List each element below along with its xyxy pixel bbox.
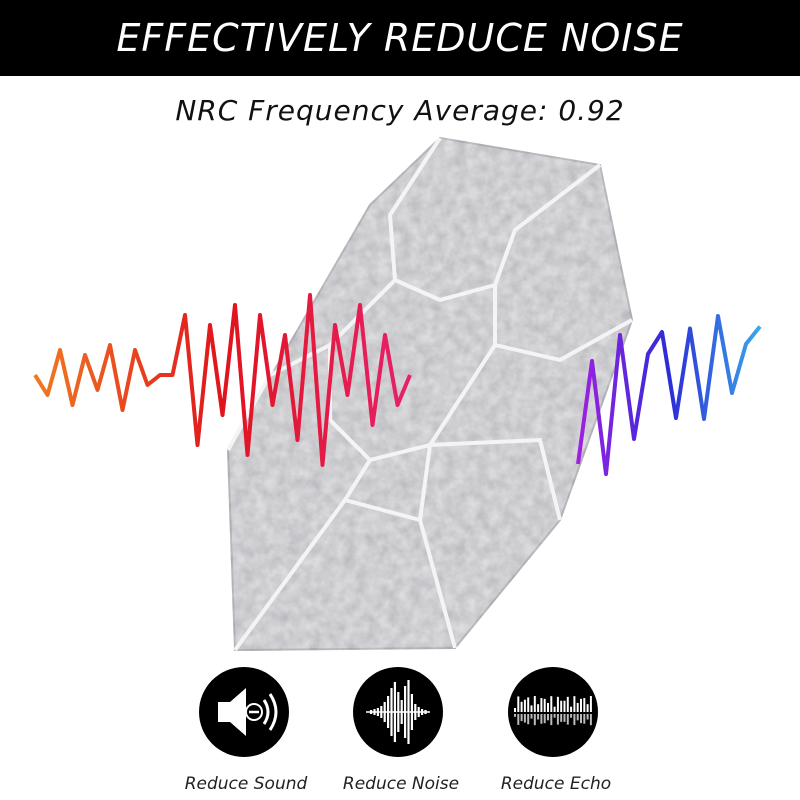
echo-bar [527, 697, 530, 712]
echo-bar [547, 702, 549, 712]
echo-bar-reflection [517, 714, 520, 725]
icon-circle [508, 667, 598, 757]
echo-bar [550, 696, 553, 712]
echo-bar [540, 698, 543, 712]
sound-wave-incoming [33, 293, 412, 467]
echo-bar-reflection [537, 714, 540, 720]
echo-bar [520, 701, 523, 712]
acoustic-panel [226, 136, 634, 652]
echo-bar-reflection [514, 714, 516, 717]
echo-bar-reflection [556, 714, 559, 725]
echo-bar-reflection [530, 714, 533, 719]
echo-bar-reflection [576, 714, 579, 721]
icon-reduce-echo [508, 667, 598, 757]
echo-bar-reflection [573, 714, 576, 726]
echo-bar-reflection [566, 714, 569, 725]
icon-reduce-noise [353, 667, 443, 757]
echo-bar-reflection [560, 714, 563, 722]
echo-bar [563, 700, 566, 712]
echo-bar [570, 706, 573, 712]
echo-bar-reflection [523, 714, 526, 723]
echo-bar [576, 702, 579, 712]
echo-bar [589, 696, 592, 712]
echo-bar [560, 700, 563, 712]
feature-label: Reduce Echo [500, 774, 612, 794]
groove [494, 318, 633, 363]
echo-bar-reflection [583, 714, 586, 724]
echo-bar-reflection [540, 714, 543, 724]
echo-bar [583, 698, 586, 712]
speaker [218, 688, 246, 736]
echo-bar [580, 698, 582, 712]
echo-bar [533, 696, 536, 712]
echo-bar-reflection [580, 714, 582, 724]
icon-reduce-sound [199, 667, 289, 757]
echo-bar [543, 698, 546, 712]
echo-bar-reflection [553, 714, 556, 718]
echo-bar [514, 708, 516, 712]
groove [233, 498, 347, 652]
echo-bar [523, 699, 526, 712]
echo-bar [530, 705, 533, 712]
echo-bar [573, 696, 576, 712]
header-bar [0, 0, 800, 76]
subtitle: NRC Frequency Average: 0.92 [175, 94, 625, 127]
echo-bar [556, 696, 559, 712]
echo-bar [517, 696, 520, 712]
echo-bar-reflection [547, 714, 549, 721]
echo-bar-reflection [527, 714, 530, 725]
sound-arcs [262, 693, 278, 731]
echo-bar-reflection [520, 714, 523, 722]
echo-bar-reflection [570, 714, 573, 718]
echo-bar [537, 704, 540, 712]
echo-bar-reflection [563, 714, 566, 722]
feature-label: Reduce Noise [342, 774, 460, 794]
echo-bar-reflection [586, 714, 589, 720]
groove [429, 437, 562, 521]
panel-body [226, 136, 634, 652]
echo-bar-reflection [543, 714, 546, 724]
echo-bar [553, 706, 556, 712]
groove [341, 444, 432, 523]
groove [387, 136, 602, 303]
groove [418, 519, 457, 649]
echo-bar-reflection [550, 714, 553, 726]
echo-bar [566, 696, 569, 712]
header-title: EFFECTIVELY REDUCE NOISE [116, 16, 684, 60]
echo-bar [586, 704, 589, 712]
echo-bar-reflection [589, 714, 592, 726]
echo-bar-reflection [533, 714, 536, 726]
feature-label: Reduce Sound [184, 774, 308, 794]
sound-wave-outgoing [576, 314, 762, 476]
